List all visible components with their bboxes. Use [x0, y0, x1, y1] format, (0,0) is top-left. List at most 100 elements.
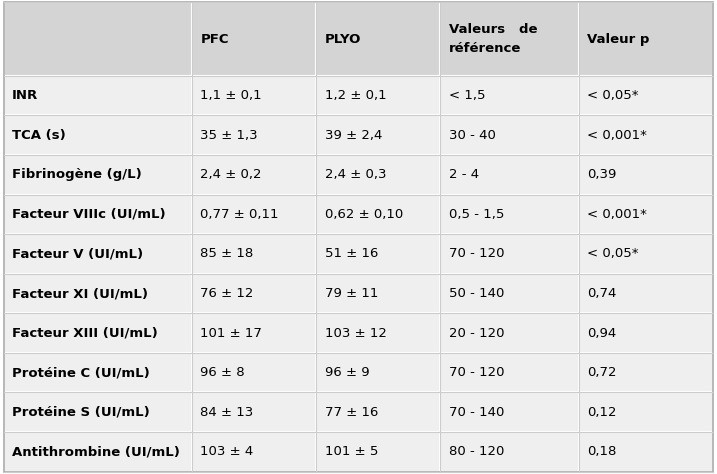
Text: Valeur p: Valeur p — [587, 33, 650, 46]
Text: Protéine S (UI/mL): Protéine S (UI/mL) — [12, 406, 150, 419]
Text: Fibrinogène (g/L): Fibrinogène (g/L) — [12, 168, 142, 181]
Text: Facteur XIII (UI/mL): Facteur XIII (UI/mL) — [12, 327, 158, 339]
Text: 0,72: 0,72 — [587, 366, 617, 379]
Text: 0,12: 0,12 — [587, 406, 617, 419]
Bar — [440, 313, 579, 353]
Bar — [440, 2, 579, 76]
Text: < 1,5: < 1,5 — [449, 89, 485, 102]
Bar — [316, 313, 440, 353]
Bar — [440, 116, 579, 155]
Bar — [579, 2, 713, 76]
Text: 70 - 120: 70 - 120 — [449, 366, 504, 379]
Bar — [191, 116, 316, 155]
Bar — [316, 76, 440, 116]
Text: 1,1 ± 0,1: 1,1 ± 0,1 — [200, 89, 262, 102]
Bar — [4, 116, 191, 155]
Bar — [579, 313, 713, 353]
Text: 0,5 - 1,5: 0,5 - 1,5 — [449, 208, 504, 221]
Bar — [579, 76, 713, 116]
Text: 20 - 120: 20 - 120 — [449, 327, 504, 339]
Bar — [316, 432, 440, 472]
Text: Protéine C (UI/mL): Protéine C (UI/mL) — [12, 366, 150, 379]
Bar — [316, 273, 440, 313]
Text: PFC: PFC — [200, 33, 229, 46]
Bar — [4, 273, 191, 313]
Bar — [440, 273, 579, 313]
Text: 0,39: 0,39 — [587, 168, 617, 181]
Text: < 0,05*: < 0,05* — [587, 89, 639, 102]
Text: 0,18: 0,18 — [587, 446, 617, 458]
Bar — [440, 392, 579, 432]
Bar — [4, 353, 191, 392]
Text: 39 ± 2,4: 39 ± 2,4 — [325, 129, 382, 142]
Text: Valeurs   de
référence: Valeurs de référence — [449, 23, 537, 55]
Bar — [316, 392, 440, 432]
Text: 30 - 40: 30 - 40 — [449, 129, 495, 142]
Bar — [440, 155, 579, 195]
Bar — [579, 432, 713, 472]
Text: 103 ± 12: 103 ± 12 — [325, 327, 386, 339]
Bar — [4, 432, 191, 472]
Text: 0,74: 0,74 — [587, 287, 617, 300]
Text: 50 - 140: 50 - 140 — [449, 287, 504, 300]
Bar — [579, 273, 713, 313]
Text: 77 ± 16: 77 ± 16 — [325, 406, 378, 419]
Text: 51 ± 16: 51 ± 16 — [325, 247, 378, 260]
Bar — [191, 273, 316, 313]
Text: 2 - 4: 2 - 4 — [449, 168, 479, 181]
Bar — [191, 313, 316, 353]
Text: 2,4 ± 0,2: 2,4 ± 0,2 — [200, 168, 262, 181]
Bar — [440, 353, 579, 392]
Bar — [440, 195, 579, 234]
Text: Facteur V (UI/mL): Facteur V (UI/mL) — [12, 247, 143, 260]
Text: 101 ± 17: 101 ± 17 — [200, 327, 262, 339]
Bar — [4, 392, 191, 432]
Text: 76 ± 12: 76 ± 12 — [200, 287, 254, 300]
Bar — [579, 234, 713, 274]
Text: 0,62 ± 0,10: 0,62 ± 0,10 — [325, 208, 403, 221]
Bar — [191, 76, 316, 116]
Bar — [4, 155, 191, 195]
Text: 2,4 ± 0,3: 2,4 ± 0,3 — [325, 168, 386, 181]
Bar — [191, 2, 316, 76]
Text: Antithrombine (UI/mL): Antithrombine (UI/mL) — [12, 446, 180, 458]
Bar — [4, 76, 191, 116]
Text: TCA (s): TCA (s) — [12, 129, 66, 142]
Bar — [440, 76, 579, 116]
Bar — [4, 2, 191, 76]
Bar — [316, 234, 440, 274]
Bar — [191, 353, 316, 392]
Bar — [191, 432, 316, 472]
Text: < 0,001*: < 0,001* — [587, 208, 647, 221]
Text: 101 ± 5: 101 ± 5 — [325, 446, 378, 458]
Bar — [579, 195, 713, 234]
Bar — [191, 234, 316, 274]
Text: 85 ± 18: 85 ± 18 — [200, 247, 254, 260]
Bar — [579, 116, 713, 155]
Bar — [316, 353, 440, 392]
Text: 35 ± 1,3: 35 ± 1,3 — [200, 129, 258, 142]
Bar — [579, 392, 713, 432]
Text: 1,2 ± 0,1: 1,2 ± 0,1 — [325, 89, 386, 102]
Bar — [579, 353, 713, 392]
Text: 96 ± 9: 96 ± 9 — [325, 366, 369, 379]
Text: 0,77 ± 0,11: 0,77 ± 0,11 — [200, 208, 279, 221]
Text: 0,94: 0,94 — [587, 327, 617, 339]
Text: < 0,05*: < 0,05* — [587, 247, 639, 260]
Text: 96 ± 8: 96 ± 8 — [200, 366, 245, 379]
Bar — [191, 195, 316, 234]
Text: 84 ± 13: 84 ± 13 — [200, 406, 254, 419]
Text: 70 - 120: 70 - 120 — [449, 247, 504, 260]
Bar — [4, 234, 191, 274]
Text: < 0,001*: < 0,001* — [587, 129, 647, 142]
Bar — [4, 195, 191, 234]
Bar — [316, 116, 440, 155]
Text: 70 - 140: 70 - 140 — [449, 406, 504, 419]
Bar — [579, 155, 713, 195]
Bar — [316, 2, 440, 76]
Text: Facteur XI (UI/mL): Facteur XI (UI/mL) — [12, 287, 148, 300]
Bar — [316, 155, 440, 195]
Text: PLYO: PLYO — [325, 33, 361, 46]
Text: 80 - 120: 80 - 120 — [449, 446, 504, 458]
Bar — [191, 155, 316, 195]
